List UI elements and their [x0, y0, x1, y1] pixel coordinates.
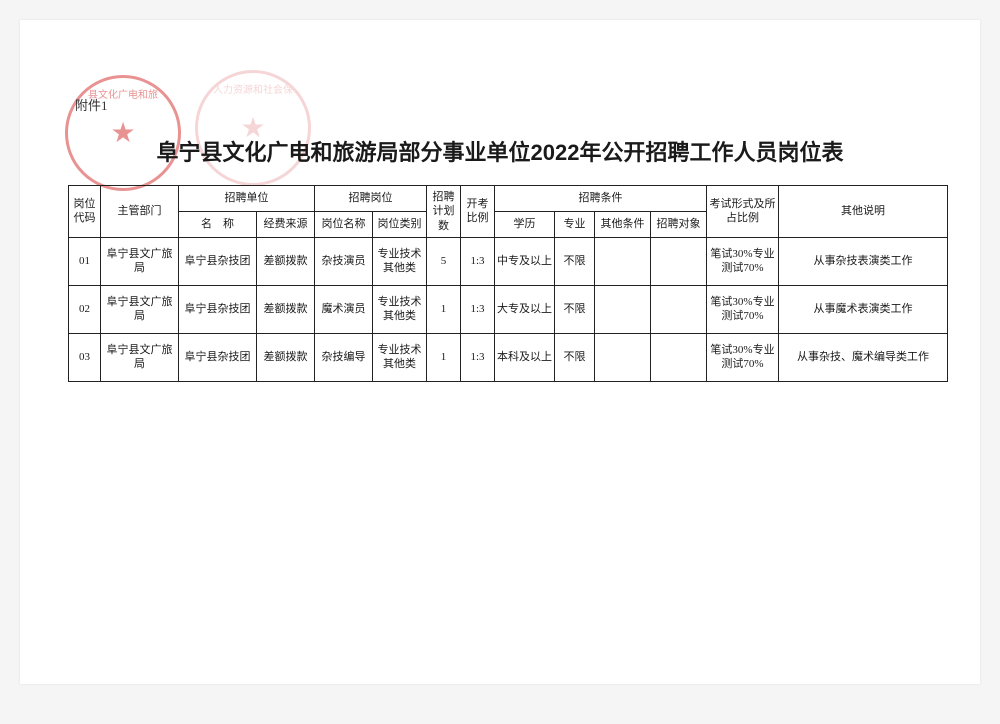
cell-ratio: 1:3: [461, 333, 495, 381]
cell-unit_name: 阜宁县杂技团: [179, 285, 257, 333]
th-edu: 学历: [495, 211, 555, 237]
cell-post_type: 专业技术其他类: [373, 285, 427, 333]
cell-note: 从事杂技、魔术编导类工作: [779, 333, 948, 381]
th-code: 岗位代码: [69, 186, 101, 238]
cell-other_cond: [595, 237, 651, 285]
official-seal-2: 人力资源和社会保 ★: [195, 70, 311, 186]
th-target: 招聘对象: [651, 211, 707, 237]
cell-post_name: 魔术演员: [315, 285, 373, 333]
cell-post_type: 专业技术其他类: [373, 333, 427, 381]
cell-post_type: 专业技术其他类: [373, 237, 427, 285]
table-body: 01阜宁县文广旅局阜宁县杂技团差额拨款杂技演员专业技术其他类51:3中专及以上不…: [69, 237, 948, 381]
cell-major: 不限: [555, 285, 595, 333]
th-dept: 主管部门: [101, 186, 179, 238]
cell-unit_name: 阜宁县杂技团: [179, 237, 257, 285]
attachment-label: 附件1: [75, 95, 108, 114]
th-major: 专业: [555, 211, 595, 237]
th-post-type: 岗位类别: [373, 211, 427, 237]
cell-code: 03: [69, 333, 101, 381]
seal-2-text: 人力资源和社会保: [198, 81, 308, 96]
cell-plan: 1: [427, 285, 461, 333]
cell-plan: 1: [427, 333, 461, 381]
cell-target: [651, 285, 707, 333]
page-title: 阜宁县文化广电和旅游局部分事业单位2022年公开招聘工作人员岗位表: [20, 135, 980, 167]
cell-other_cond: [595, 333, 651, 381]
cell-dept: 阜宁县文广旅局: [101, 285, 179, 333]
cell-dept: 阜宁县文广旅局: [101, 333, 179, 381]
cell-exam: 笔试30%专业测试70%: [707, 285, 779, 333]
table-header: 岗位代码 主管部门 招聘单位 招聘岗位 招聘计划数 开考比例 招聘条件 考试形式…: [69, 186, 948, 238]
cell-post_name: 杂技演员: [315, 237, 373, 285]
cell-ratio: 1:3: [461, 237, 495, 285]
document-page: 县文化广电和旅 ★ 人力资源和社会保 ★ 附件1 阜宁县文化广电和旅游局部分事业…: [20, 20, 980, 684]
th-unit-group: 招聘单位: [179, 186, 315, 212]
th-exam: 考试形式及所占比例: [707, 186, 779, 238]
th-fund: 经费来源: [257, 211, 315, 237]
cell-fund: 差额拨款: [257, 285, 315, 333]
cell-note: 从事魔术表演类工作: [779, 285, 948, 333]
cell-unit_name: 阜宁县杂技团: [179, 333, 257, 381]
th-plan: 招聘计划数: [427, 186, 461, 238]
cell-edu: 中专及以上: [495, 237, 555, 285]
recruitment-table: 岗位代码 主管部门 招聘单位 招聘岗位 招聘计划数 开考比例 招聘条件 考试形式…: [68, 185, 948, 382]
cell-other_cond: [595, 285, 651, 333]
cell-fund: 差额拨款: [257, 237, 315, 285]
cell-ratio: 1:3: [461, 285, 495, 333]
cell-post_name: 杂技编导: [315, 333, 373, 381]
cell-fund: 差额拨款: [257, 333, 315, 381]
cell-target: [651, 333, 707, 381]
cell-code: 02: [69, 285, 101, 333]
cell-target: [651, 237, 707, 285]
cell-exam: 笔试30%专业测试70%: [707, 333, 779, 381]
cell-dept: 阜宁县文广旅局: [101, 237, 179, 285]
recruitment-table-wrap: 岗位代码 主管部门 招聘单位 招聘岗位 招聘计划数 开考比例 招聘条件 考试形式…: [68, 185, 948, 382]
cell-major: 不限: [555, 237, 595, 285]
table-row: 03阜宁县文广旅局阜宁县杂技团差额拨款杂技编导专业技术其他类11:3本科及以上不…: [69, 333, 948, 381]
cell-code: 01: [69, 237, 101, 285]
table-row: 01阜宁县文广旅局阜宁县杂技团差额拨款杂技演员专业技术其他类51:3中专及以上不…: [69, 237, 948, 285]
table-row: 02阜宁县文广旅局阜宁县杂技团差额拨款魔术演员专业技术其他类11:3大专及以上不…: [69, 285, 948, 333]
th-note: 其他说明: [779, 186, 948, 238]
cell-edu: 本科及以上: [495, 333, 555, 381]
official-seal-1: 县文化广电和旅 ★: [65, 75, 181, 191]
cell-exam: 笔试30%专业测试70%: [707, 237, 779, 285]
cell-plan: 5: [427, 237, 461, 285]
cell-note: 从事杂技表演类工作: [779, 237, 948, 285]
th-unit-name: 名 称: [179, 211, 257, 237]
th-post-group: 招聘岗位: [315, 186, 427, 212]
cell-edu: 大专及以上: [495, 285, 555, 333]
cell-major: 不限: [555, 333, 595, 381]
th-cond-group: 招聘条件: [495, 186, 707, 212]
th-ratio: 开考比例: [461, 186, 495, 238]
th-post-name: 岗位名称: [315, 211, 373, 237]
th-other-cond: 其他条件: [595, 211, 651, 237]
